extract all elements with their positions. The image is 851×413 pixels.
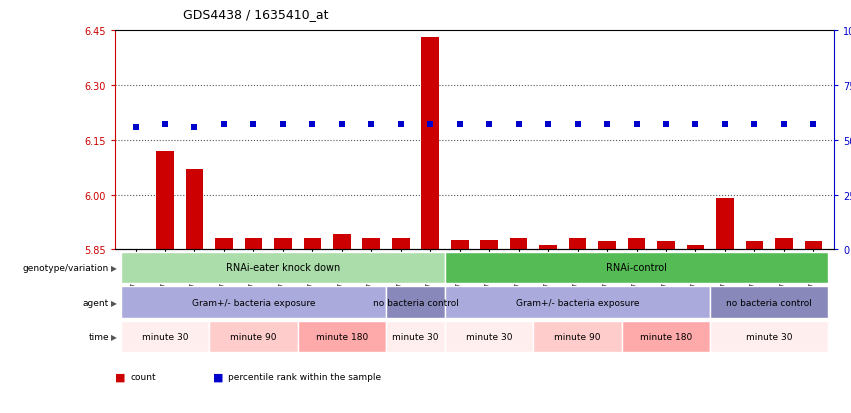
Bar xyxy=(657,242,675,250)
Point xyxy=(541,122,555,128)
Text: percentile rank within the sample: percentile rank within the sample xyxy=(228,372,381,381)
Bar xyxy=(121,287,386,318)
Point xyxy=(660,122,673,128)
Bar xyxy=(274,238,292,250)
Bar xyxy=(775,238,793,250)
Text: Gram+/- bacteria exposure: Gram+/- bacteria exposure xyxy=(191,298,315,307)
Bar xyxy=(628,238,645,250)
Bar xyxy=(745,242,763,250)
Point xyxy=(453,122,466,128)
Bar xyxy=(598,242,616,250)
Text: minute 30: minute 30 xyxy=(745,332,792,342)
Bar xyxy=(445,287,711,318)
Bar xyxy=(480,241,498,250)
Text: GDS4438 / 1635410_at: GDS4438 / 1635410_at xyxy=(183,8,328,21)
Text: ▶: ▶ xyxy=(111,298,117,307)
Point xyxy=(747,122,761,128)
Point xyxy=(364,122,378,128)
Bar xyxy=(121,321,209,353)
Bar xyxy=(298,321,386,353)
Text: ■: ■ xyxy=(213,372,223,382)
Bar xyxy=(215,238,233,250)
Point xyxy=(158,122,172,128)
Text: no bacteria control: no bacteria control xyxy=(373,298,459,307)
Text: ▶: ▶ xyxy=(111,263,117,272)
Point xyxy=(777,122,791,128)
Bar xyxy=(622,321,711,353)
Point xyxy=(188,124,202,131)
Bar xyxy=(186,170,203,250)
Bar xyxy=(711,287,828,318)
Point xyxy=(688,122,702,128)
Bar xyxy=(386,321,445,353)
Point xyxy=(424,122,437,128)
Point xyxy=(483,122,496,128)
Point xyxy=(511,122,525,128)
Text: minute 90: minute 90 xyxy=(230,332,277,342)
Bar xyxy=(804,242,822,250)
Text: minute 180: minute 180 xyxy=(640,332,692,342)
Point xyxy=(394,122,408,128)
Point xyxy=(306,122,319,128)
Bar xyxy=(510,238,528,250)
Text: time: time xyxy=(89,332,109,342)
Text: minute 30: minute 30 xyxy=(465,332,512,342)
Text: Gram+/- bacteria exposure: Gram+/- bacteria exposure xyxy=(516,298,639,307)
Point xyxy=(630,122,643,128)
Bar xyxy=(333,235,351,250)
Text: RNAi-eater knock down: RNAi-eater knock down xyxy=(226,263,340,273)
Bar xyxy=(687,245,705,250)
Bar xyxy=(156,151,174,250)
Bar xyxy=(244,238,262,250)
Text: agent: agent xyxy=(83,298,109,307)
Bar xyxy=(445,321,534,353)
Point xyxy=(718,122,732,128)
Text: minute 30: minute 30 xyxy=(142,332,188,342)
Point xyxy=(571,122,585,128)
Point xyxy=(600,122,614,128)
Point xyxy=(807,122,820,128)
Point xyxy=(129,124,142,131)
Bar xyxy=(392,238,409,250)
Text: minute 90: minute 90 xyxy=(554,332,601,342)
Bar xyxy=(540,245,557,250)
Bar xyxy=(534,321,622,353)
Bar xyxy=(363,238,380,250)
Point xyxy=(335,122,349,128)
Bar xyxy=(421,38,439,250)
Bar xyxy=(209,321,298,353)
Point xyxy=(217,122,231,128)
Bar xyxy=(568,238,586,250)
Point xyxy=(247,122,260,128)
Text: minute 30: minute 30 xyxy=(392,332,439,342)
Bar xyxy=(451,241,469,250)
Bar xyxy=(386,287,445,318)
Bar xyxy=(711,321,828,353)
Text: genotype/variation: genotype/variation xyxy=(23,263,109,272)
Text: no bacteria control: no bacteria control xyxy=(726,298,812,307)
Text: ■: ■ xyxy=(115,372,125,382)
Text: count: count xyxy=(130,372,156,381)
Text: ▶: ▶ xyxy=(111,332,117,342)
Point xyxy=(276,122,289,128)
Text: minute 180: minute 180 xyxy=(316,332,368,342)
Bar xyxy=(716,199,734,250)
Text: RNAi-control: RNAi-control xyxy=(606,263,667,273)
Bar xyxy=(121,252,445,283)
Bar xyxy=(304,238,321,250)
Bar xyxy=(127,249,145,250)
Bar xyxy=(445,252,828,283)
